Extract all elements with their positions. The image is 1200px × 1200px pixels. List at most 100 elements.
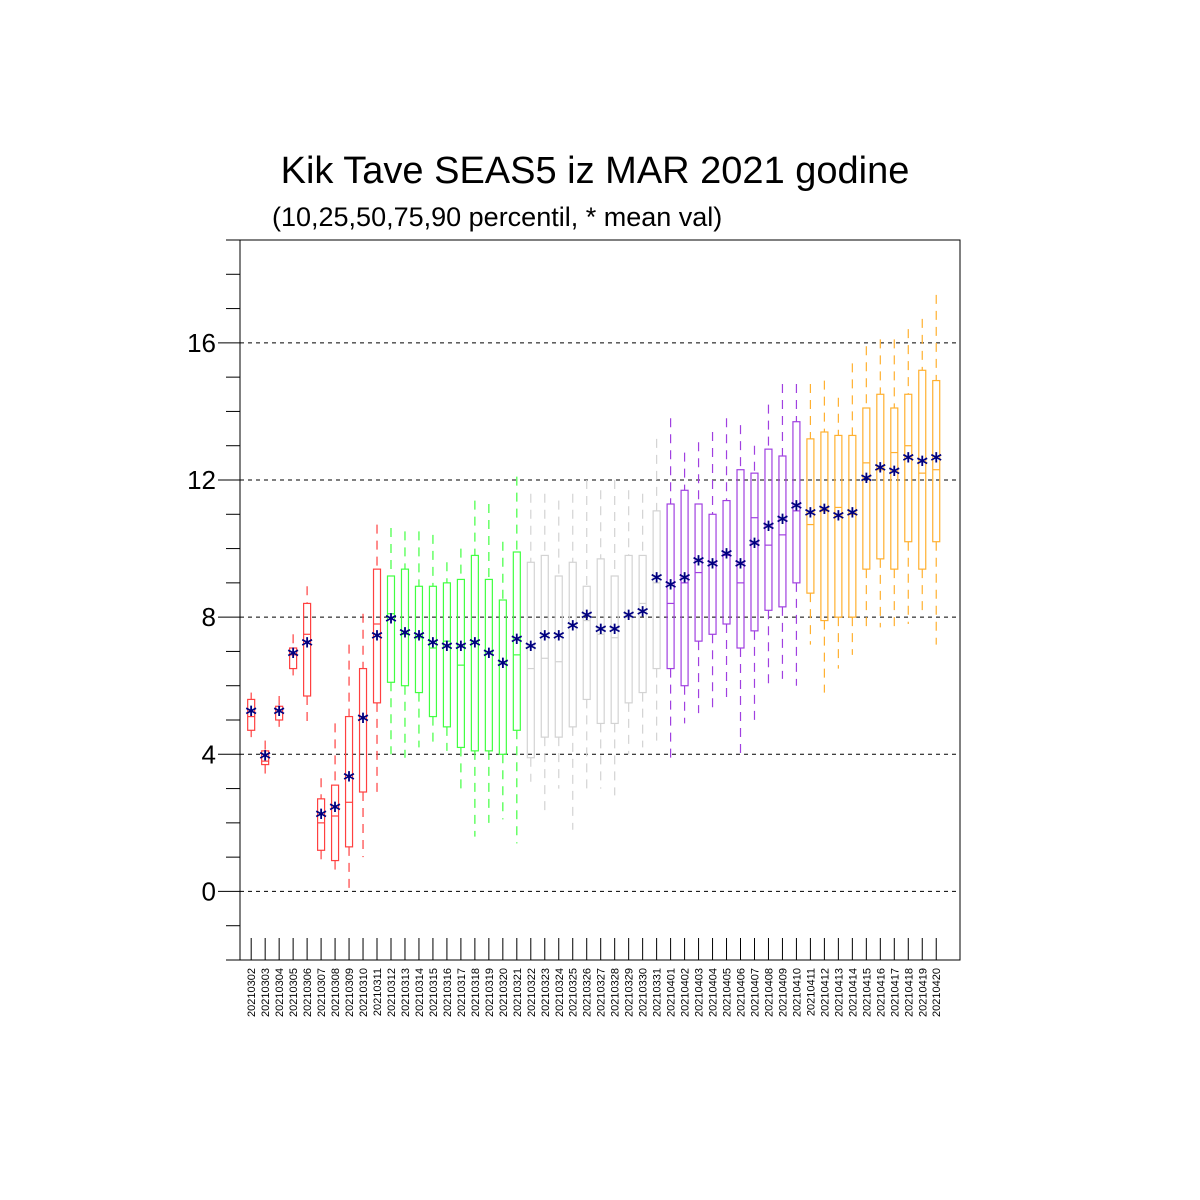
x-tick-label: 20210408 xyxy=(763,968,775,1017)
box-20210412: * xyxy=(819,380,831,693)
mean-marker: * xyxy=(721,545,733,570)
mean-marker: * xyxy=(861,470,873,495)
x-tick-label: 20210315 xyxy=(428,968,440,1017)
mean-marker: * xyxy=(819,501,831,526)
mean-marker: * xyxy=(833,508,845,533)
chart-title: Kik Tave SEAS5 iz MAR 2021 godine xyxy=(280,150,910,192)
mean-marker: * xyxy=(399,624,411,649)
x-tick-label: 20210409 xyxy=(777,968,789,1017)
x-tick-label: 20210404 xyxy=(708,968,720,1017)
box-iqr xyxy=(736,469,745,649)
mean-marker: * xyxy=(343,768,355,793)
box-iqr xyxy=(918,369,927,570)
box-20210415: * xyxy=(861,346,873,631)
x-tick-label: 20210303 xyxy=(260,968,272,1017)
box-iqr xyxy=(666,503,675,670)
box-20210305: * xyxy=(287,634,299,676)
box-20210403: * xyxy=(693,442,705,714)
x-tick-label: 20210321 xyxy=(512,968,524,1017)
mean-marker: * xyxy=(287,645,299,670)
box-20210315: * xyxy=(427,534,439,748)
mean-marker: * xyxy=(903,449,915,474)
box-iqr xyxy=(386,575,396,683)
box-20210417: * xyxy=(889,339,901,631)
mean-marker: * xyxy=(595,621,607,646)
x-tick-label: 20210406 xyxy=(736,968,748,1017)
box-iqr xyxy=(722,499,731,625)
mean-marker: * xyxy=(301,635,313,660)
box-iqr xyxy=(358,667,368,793)
box-20210414: * xyxy=(847,363,859,655)
box-20210324: * xyxy=(553,500,565,789)
y-tick-label: 12 xyxy=(187,465,216,495)
x-tick-label: 20210326 xyxy=(582,968,594,1017)
mean-marker: * xyxy=(385,611,397,636)
x-tick-label: 20210418 xyxy=(903,968,915,1017)
box-20210401: * xyxy=(665,418,677,765)
box-20210309: * xyxy=(343,644,355,892)
box-iqr xyxy=(400,568,410,687)
box-iqr xyxy=(778,455,787,608)
mean-marker: * xyxy=(413,628,425,653)
y-tick-label: 0 xyxy=(202,876,216,906)
x-tick-label: 20210405 xyxy=(722,968,734,1017)
x-tick-label: 20210420 xyxy=(931,968,943,1017)
x-tick-label: 20210328 xyxy=(610,968,622,1017)
box-iqr xyxy=(428,585,438,718)
mean-marker: * xyxy=(875,460,887,485)
box-iqr xyxy=(624,554,633,704)
mean-marker: * xyxy=(679,569,691,594)
mean-marker: * xyxy=(889,463,901,488)
box-20210313: * xyxy=(399,531,411,758)
mean-marker: * xyxy=(259,748,271,773)
x-tick-label: 20210407 xyxy=(749,968,761,1017)
box-iqr xyxy=(638,554,647,694)
mean-marker: * xyxy=(273,703,285,728)
x-tick-label: 20210330 xyxy=(638,968,650,1017)
mean-marker: * xyxy=(245,703,257,728)
mean-marker: * xyxy=(455,638,467,663)
box-iqr xyxy=(904,393,913,543)
x-tick-label: 20210416 xyxy=(875,968,887,1017)
x-tick-label: 20210403 xyxy=(694,968,706,1017)
box-iqr xyxy=(484,578,493,752)
plot-frame xyxy=(239,239,961,961)
box-20210413: * xyxy=(833,397,845,669)
x-tick-label: 20210312 xyxy=(386,968,398,1017)
box-20210326: * xyxy=(581,480,593,792)
box-iqr xyxy=(414,585,424,694)
mean-marker: * xyxy=(609,621,621,646)
mean-marker: * xyxy=(916,453,928,478)
box-20210407: * xyxy=(749,445,761,727)
box-20210322: * xyxy=(525,493,537,782)
mean-marker: * xyxy=(777,511,789,536)
box-20210409: * xyxy=(777,384,789,679)
x-tick-label: 20210412 xyxy=(819,968,831,1017)
box-iqr xyxy=(303,602,312,697)
mean-marker: * xyxy=(791,497,803,522)
box-iqr xyxy=(498,599,507,755)
x-tick-label: 20210323 xyxy=(540,968,552,1017)
box-20210310: * xyxy=(357,613,369,858)
box-20210410: * xyxy=(791,384,803,686)
mean-marker: * xyxy=(707,556,719,581)
mean-marker: * xyxy=(539,628,551,653)
box-iqr xyxy=(806,438,815,594)
box-20210316: * xyxy=(441,562,453,751)
mean-marker: * xyxy=(651,569,663,594)
box-20210306: * xyxy=(301,586,313,727)
mean-marker: * xyxy=(567,617,579,642)
mean-marker: * xyxy=(441,638,453,663)
mean-marker: * xyxy=(665,576,677,601)
x-tick-label: 20210419 xyxy=(917,968,929,1017)
box-iqr xyxy=(442,582,452,728)
x-tick-label: 20210410 xyxy=(791,968,803,1017)
box-20210323: * xyxy=(539,493,551,816)
box-20210419: * xyxy=(916,318,928,614)
box-iqr xyxy=(344,715,354,848)
mean-marker: * xyxy=(623,607,635,632)
x-tick-label: 20210310 xyxy=(358,968,370,1017)
box-20210411: * xyxy=(805,384,817,645)
